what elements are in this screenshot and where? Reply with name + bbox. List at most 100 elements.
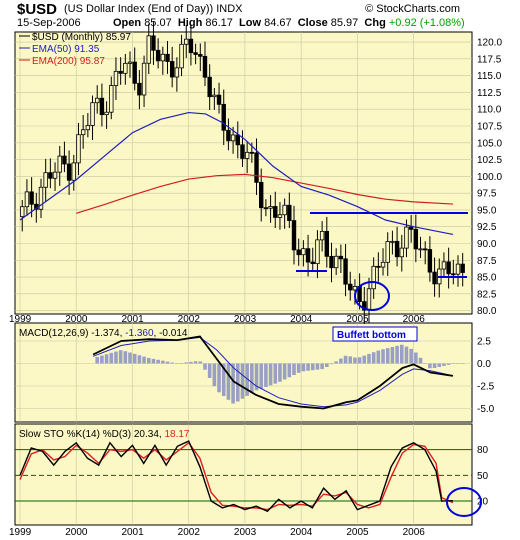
- candle-body: [305, 248, 311, 263]
- year-tick: 1999: [9, 314, 32, 325]
- candle-body: [244, 151, 250, 159]
- price-legend: $USD (Monthly) 85.97 EMA(50) 91.35 EMA(2…: [19, 32, 131, 67]
- candle-body: [151, 35, 156, 51]
- price-y-axis: 80.0 82.5 85.0 87.5 90.0 92.5 95.0 97.5 100.0 102…: [477, 38, 502, 318]
- macd-hist-bar: [310, 363, 315, 371]
- price-tick: 97.5: [477, 189, 497, 200]
- candle-body: [155, 49, 161, 62]
- macd-hist-bar: [301, 363, 306, 372]
- candle-body: [319, 230, 325, 241]
- macd-hist-bar: [118, 350, 123, 364]
- candle-body: [118, 70, 123, 74]
- macd-hist-bar: [207, 363, 212, 378]
- macd-hist-bar: [151, 358, 156, 364]
- candle-body: [109, 85, 114, 113]
- macd-hist-bar: [325, 363, 329, 367]
- candle-body: [362, 301, 367, 311]
- candle-body: [418, 248, 423, 251]
- candle-body: [343, 258, 348, 285]
- sto-tick: 80: [477, 445, 489, 456]
- candle-body: [198, 54, 203, 57]
- candle-body: [287, 204, 292, 221]
- macd-hist-bar: [273, 363, 278, 384]
- macd-hist-bar: [306, 363, 310, 371]
- macd-line: [92, 335, 454, 410]
- year-tick: 2006: [403, 314, 426, 325]
- candle-body: [291, 220, 297, 251]
- macd-hist-bar: [320, 363, 324, 370]
- sto-k-value: 20.34: [134, 429, 159, 440]
- price-tick: 95.0: [477, 205, 497, 216]
- ema50-line: [19, 111, 454, 236]
- sto-d-value: 18.17: [164, 429, 189, 440]
- candle-body: [254, 152, 259, 183]
- high-value: 86.17: [205, 17, 233, 29]
- candle-body: [394, 240, 400, 258]
- macd-hist-bar: [250, 363, 254, 394]
- candle-body: [446, 261, 451, 275]
- price-tick: 112.5: [477, 88, 502, 99]
- macd-hist-bar: [315, 363, 320, 370]
- candle-body: [104, 111, 109, 116]
- candle-body: [413, 228, 419, 250]
- macd-value: -1.374: [91, 328, 120, 339]
- candle-body: [169, 61, 175, 78]
- candle-body: [399, 247, 404, 258]
- candle-body: [451, 273, 456, 276]
- macd-hist-bar: [451, 363, 456, 364]
- close-label: Close: [297, 17, 328, 29]
- candle-body: [207, 76, 212, 98]
- symbol-name: (US Dollar Index (End of Day)) INDX: [64, 3, 243, 15]
- macd-hist-bar: [146, 357, 151, 364]
- macd-hist-bar: [329, 363, 334, 365]
- year-tick: 2002: [178, 314, 201, 325]
- candle-body: [80, 129, 86, 136]
- candle-body: [259, 181, 264, 209]
- candle-body: [390, 240, 395, 243]
- macd-hist-bar: [371, 352, 376, 364]
- sto-y-axis: 80 50 20: [477, 445, 489, 507]
- macd-hist-bar: [362, 355, 367, 364]
- macd-hist-bar: [259, 363, 264, 389]
- macd-hist-bar: [128, 352, 132, 364]
- candle-body: [277, 214, 283, 218]
- macd-hist-bar: [184, 362, 189, 364]
- candle-body: [212, 94, 217, 98]
- sto-circle: [446, 487, 482, 517]
- macd-hist-bar: [414, 352, 418, 364]
- candle-body: [380, 261, 386, 268]
- candle-body: [132, 61, 137, 84]
- macd-hist-bar: [334, 361, 338, 364]
- symbol-title: $USD: [17, 1, 58, 18]
- year-tick: 2003: [234, 527, 257, 538]
- candle-body: [249, 151, 255, 154]
- macd-hist-bar: [245, 363, 249, 396]
- macd-hist-bar: [395, 345, 399, 364]
- sto-label: Slow STO %K(14) %D(3): [19, 429, 131, 440]
- macd-hist-bar: [357, 357, 362, 364]
- year-tick: 2002: [178, 527, 201, 538]
- macd-hist-bar: [104, 354, 109, 364]
- price-panel: [14, 31, 473, 315]
- macd-hist-bar: [348, 356, 353, 364]
- price-tick: 80.0: [477, 306, 497, 317]
- candle-body: [268, 206, 273, 209]
- candle-body: [179, 43, 184, 69]
- candle-body: [460, 263, 465, 273]
- chart-header: $USD (US Dollar Index (End of Day)) INDX…: [0, 0, 520, 30]
- macd-hist-bar: [235, 363, 240, 402]
- candle-body: [29, 191, 34, 205]
- open-label: Open: [113, 17, 142, 29]
- year-tick: 2004: [290, 314, 313, 325]
- macd-hist-bar: [189, 361, 193, 364]
- candle-body: [408, 226, 414, 230]
- candle-body: [230, 134, 236, 142]
- candle-body: [273, 206, 278, 218]
- macd-hist-bar: [292, 363, 296, 376]
- candle-body: [184, 38, 189, 45]
- macd-hist-bar: [175, 363, 179, 364]
- macd-hist-bar: [170, 362, 174, 364]
- candle-body: [202, 55, 208, 78]
- macd-hist-bar: [179, 363, 184, 364]
- macd-hist-bar: [254, 363, 259, 391]
